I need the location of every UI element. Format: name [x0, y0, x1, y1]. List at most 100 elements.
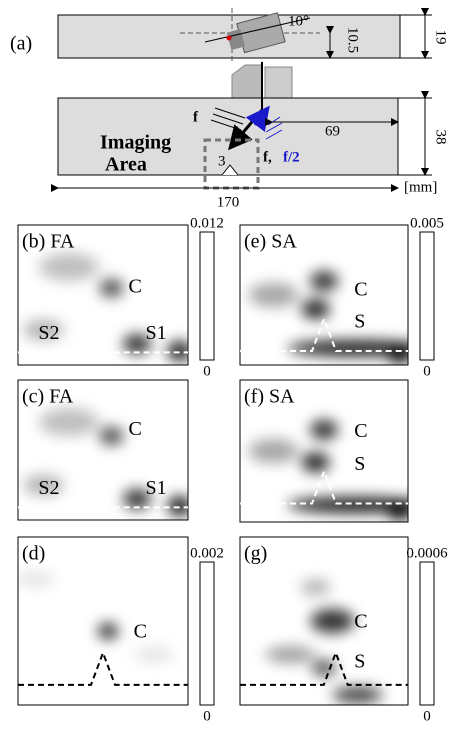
panel-label: (e) SA	[244, 231, 297, 253]
imaging-label: Area	[105, 154, 147, 176]
intensity-blob	[134, 646, 174, 663]
intensity-blob	[98, 623, 119, 640]
notch-outline	[18, 649, 188, 686]
intensity-blob	[18, 571, 55, 587]
colorbar-max: 0.005	[410, 215, 444, 231]
dimension-label: 3	[218, 153, 226, 169]
angle-label: 10°	[288, 13, 309, 29]
panel-label: (c) FA	[22, 386, 74, 408]
result-panel: (e) SA CS	[239, 224, 409, 366]
intensity-map	[18, 571, 188, 686]
focus-point	[226, 35, 232, 41]
annotation: C	[354, 278, 367, 300]
panel-label: (g)	[244, 543, 267, 565]
panel-frame	[17, 224, 189, 366]
intensity-blob	[300, 579, 331, 596]
blobs	[248, 271, 408, 364]
notch-outline	[240, 316, 408, 352]
annotation: S	[354, 311, 365, 333]
dimension-label: 69	[325, 123, 340, 139]
intensity-blob	[301, 299, 330, 319]
intensity-blob	[23, 475, 64, 495]
result-panel: (c) FA C S2 S1	[17, 379, 189, 521]
panel-frame	[17, 536, 189, 706]
dimension-label: 170	[217, 194, 240, 210]
result-panel: (f) SA CS	[239, 379, 409, 523]
beam-line	[204, 17, 311, 43]
notch-outline	[18, 317, 188, 354]
force-label: f,	[263, 149, 272, 165]
intensity-blob	[312, 660, 336, 677]
colorbar-min: 0	[423, 708, 431, 724]
notch-outline	[240, 468, 408, 505]
annotation: S	[354, 453, 365, 475]
intensity-blob	[123, 489, 151, 509]
colorbar-max: 0.012	[190, 215, 224, 231]
intensity-blob	[301, 452, 330, 473]
annotation: C	[129, 418, 142, 440]
intensity-blob	[387, 343, 408, 364]
intensity-blob	[287, 340, 408, 357]
intensity-blob	[23, 320, 64, 340]
blobs	[23, 253, 188, 361]
result-panel: (b) FA C S2 S1	[17, 224, 189, 366]
annotation: S	[354, 651, 365, 673]
colorbar-min: 0	[423, 363, 431, 379]
intensity-blob	[265, 646, 316, 663]
colorbar-min: 0	[203, 708, 211, 724]
intensity-blob	[123, 334, 151, 354]
blobs	[248, 419, 408, 521]
blobs	[18, 571, 174, 663]
colorbar-max: 0.002	[190, 545, 224, 561]
annotation: C	[354, 420, 367, 442]
intensity-blob	[39, 408, 99, 436]
dimension-label: 38	[433, 130, 449, 145]
annotation: S2	[38, 477, 59, 499]
imaging-label: Imaging	[100, 132, 171, 154]
panel-label: (b) FA	[22, 231, 75, 253]
colorbar	[199, 561, 215, 706]
annotation: S1	[146, 477, 167, 499]
intensity-map	[240, 271, 408, 364]
annotation: S2	[38, 322, 59, 344]
panel-frame	[17, 379, 189, 521]
blobs	[265, 579, 383, 703]
intensity-blob	[99, 279, 124, 297]
dimension-label: 10.5	[345, 27, 361, 53]
intensity-blob	[332, 686, 383, 703]
force-label: f/2	[283, 149, 300, 165]
intensity-blob	[387, 500, 408, 521]
notch-outline	[18, 472, 188, 509]
colorbar	[419, 231, 435, 361]
panel-label: (f) SA	[244, 386, 295, 408]
specimen-diagram: (a) 10° 10.5 19 f Imaging Area f, f/2 69…	[10, 8, 449, 210]
annotation: C	[129, 276, 142, 298]
result-panel: (d) C	[17, 536, 189, 706]
colorbar-max: 0.0006	[406, 545, 448, 561]
colorbar	[419, 561, 435, 706]
annotation: C	[354, 610, 367, 632]
intensity-blob	[287, 496, 408, 513]
blobs	[23, 408, 188, 516]
annotation: C	[134, 620, 147, 642]
annotation: S1	[146, 322, 167, 344]
intensity-blob	[248, 283, 299, 307]
intensity-blob	[310, 419, 338, 440]
intensity-map	[240, 419, 408, 521]
unit-label: [mm]	[404, 179, 437, 195]
panel-frame	[239, 536, 409, 706]
colorbar-min: 0	[203, 363, 211, 379]
intensity-map	[18, 253, 188, 361]
panel-label: (a)	[10, 33, 32, 55]
notch-outline	[240, 649, 408, 686]
intensity-map	[18, 408, 188, 516]
intensity-map	[240, 579, 408, 703]
intensity-blob	[39, 253, 99, 281]
intensity-blob	[99, 427, 124, 445]
probe	[226, 12, 286, 54]
result-panel: (g) CS	[239, 536, 409, 706]
intensity-blob	[248, 439, 299, 463]
intensity-blob	[167, 496, 188, 516]
intensity-blob	[310, 271, 338, 291]
